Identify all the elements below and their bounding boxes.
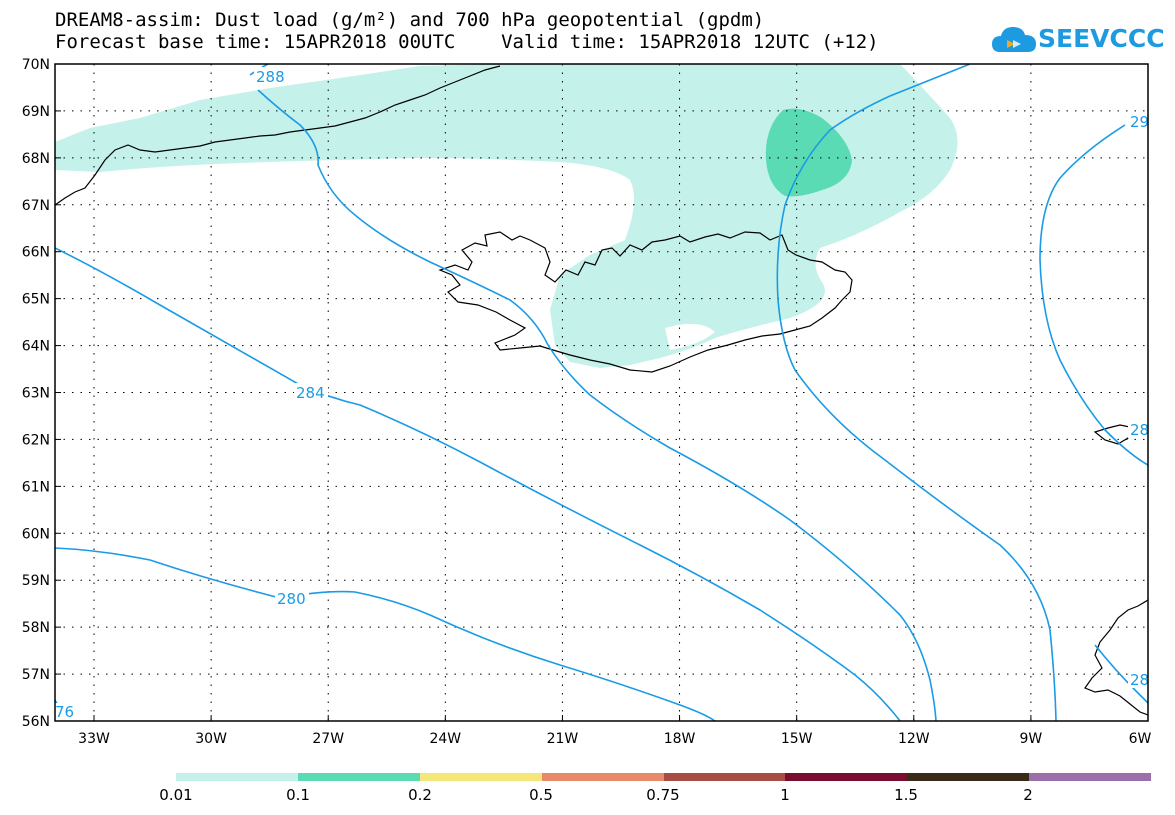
lat-label: 56N: [22, 714, 50, 730]
iceland-coastline: [438, 231, 853, 373]
lat-label: 69N: [22, 104, 50, 120]
legend-swatch: [1029, 773, 1151, 781]
lon-label: 27W: [312, 731, 344, 747]
legend-swatch: [419, 773, 542, 781]
map-subtitle: Forecast base time: 15APR2018 00UTC Vali…: [55, 31, 879, 53]
lat-label: 62N: [22, 432, 50, 448]
legend-label: 0.75: [646, 786, 680, 804]
lon-label: 18W: [664, 731, 696, 747]
contour-east-2: [1094, 644, 1148, 704]
lon-label: 12W: [898, 731, 930, 747]
contour-15w: [776, 64, 1057, 721]
longitude-ticks: 33W 30W 27W 24W 21W 18W 15W 12W 9W 6W: [78, 715, 1152, 747]
lat-label: 59N: [22, 573, 50, 589]
lat-label: 68N: [22, 151, 50, 167]
lat-label: 67N: [22, 198, 50, 214]
graticule-grid: [55, 64, 1148, 721]
legend-label: 1: [780, 786, 790, 804]
latitude-ticks: 70N 69N 68N 67N 66N 65N 64N 63N 62N 61N 60N 59N 58N 5…: [22, 57, 61, 730]
dust-hole: [665, 323, 715, 350]
legend-label: 0.5: [529, 786, 553, 804]
cloud-logo-icon: [992, 27, 1036, 52]
legend-label: 2: [1023, 786, 1033, 804]
lon-label: 15W: [781, 731, 813, 747]
lon-label: 24W: [429, 731, 461, 747]
legend-swatch: [907, 773, 1030, 781]
legend-swatch: [176, 773, 298, 781]
contour-label-276: 76: [55, 703, 74, 721]
logo-text: SEEVCCC: [1038, 24, 1165, 53]
contour-label-29x: 29: [1130, 113, 1149, 131]
lon-label: 30W: [195, 731, 227, 747]
legend-label: 0.01: [159, 786, 193, 804]
contour-288: [257, 89, 937, 721]
legend-label: 0.1: [286, 786, 310, 804]
coastlines: [55, 65, 1148, 716]
legend-label: 0.2: [408, 786, 432, 804]
contour-label-280: 280: [277, 590, 306, 608]
lat-label: 70N: [22, 57, 50, 73]
color-legend: [176, 773, 1151, 781]
contour-label-284: 284: [296, 384, 325, 402]
legend-swatch: [541, 773, 664, 781]
contour-280: [55, 547, 716, 721]
legend-swatch: [785, 773, 908, 781]
lat-label: 66N: [22, 245, 50, 261]
contour-label-28x-b: 28: [1130, 671, 1149, 689]
lon-label: 21W: [547, 731, 579, 747]
contour-labels: 288 284 280 76 29 28 28: [55, 67, 1149, 721]
lat-label: 57N: [22, 667, 50, 683]
legend-label: 1.5: [894, 786, 918, 804]
lat-label: 63N: [22, 386, 50, 402]
lat-label: 65N: [22, 292, 50, 308]
lon-label: 9W: [1020, 731, 1043, 747]
lat-label: 58N: [22, 620, 50, 636]
lon-label: 33W: [78, 731, 110, 747]
contour-east: [1039, 124, 1148, 466]
lat-label: 64N: [22, 339, 50, 355]
scotland-coastline: [1084, 599, 1148, 716]
greenland-coastline: [55, 65, 501, 206]
lon-label: 6W: [1129, 731, 1152, 747]
lat-label: 60N: [22, 526, 50, 542]
legend-swatch: [297, 773, 420, 781]
dust-region-light: [55, 64, 958, 368]
contour-284: [55, 247, 901, 721]
contour-label-288: 288: [256, 68, 285, 86]
legend-swatch: [663, 773, 786, 781]
contour-label-28x-a: 28: [1130, 421, 1149, 439]
map-title: DREAM8-assim: Dust load (g/m²) and 700 h…: [55, 9, 765, 31]
geopotential-contours: [55, 64, 1148, 721]
lat-label: 61N: [22, 479, 50, 495]
